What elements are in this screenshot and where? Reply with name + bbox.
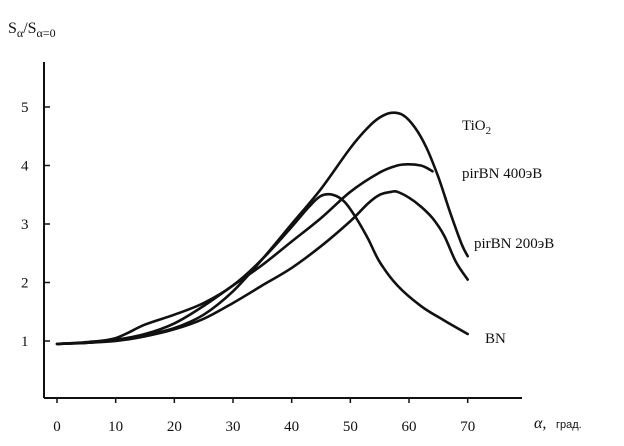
x-label-symbol: α, (534, 415, 546, 432)
y-axis-label: Sα/Sα=0 (8, 20, 56, 40)
y-tick-label: 4 (21, 159, 29, 175)
curve-labels: TiO2 pirBN 400эВ pirBN 200эВ BN (462, 118, 554, 347)
x-tick-label: 70 (460, 419, 475, 435)
x-axis-label: α, град. (534, 415, 582, 432)
x-tick-label: 10 (108, 419, 123, 435)
series-line-pirbn-400 (55, 162, 434, 346)
series-line-tio2 (55, 111, 469, 346)
label-tio2: TiO2 (462, 118, 491, 137)
x-axis-ticks: 0 10 20 30 40 50 60 70 (53, 398, 475, 435)
series-line-bn (55, 192, 469, 346)
plot-area: 1 2 3 4 5 0 10 20 30 40 50 60 70 (21, 62, 522, 435)
x-tick-label: 60 (402, 419, 417, 435)
x-tick-label: 20 (167, 419, 182, 435)
y-tick-label: 3 (21, 217, 29, 233)
y-tick-label: 2 (21, 276, 29, 292)
label-pirbn-200: pirBN 200эВ (474, 236, 554, 252)
x-tick-label: 40 (284, 419, 299, 435)
label-pirbn-400: pirBN 400эВ (462, 166, 542, 182)
y-label-sub2: α=0 (37, 26, 56, 40)
y-tick-label: 1 (21, 334, 29, 350)
series-line-pirbn-200 (55, 189, 469, 346)
y-tick-label: 5 (21, 100, 29, 116)
x-label-unit: град. (556, 419, 582, 431)
label-bn: BN (485, 331, 506, 347)
y-label-slash: /S (23, 20, 36, 37)
y-label-main: S (8, 20, 17, 37)
x-tick-label: 50 (343, 419, 358, 435)
y-axis-ticks: 1 2 3 4 5 (21, 100, 50, 350)
x-tick-label: 0 (53, 419, 61, 435)
svg-text:Sα/Sα=0: Sα/Sα=0 (8, 20, 56, 40)
data-curves (55, 111, 469, 346)
x-tick-label: 30 (226, 419, 241, 435)
y-label-sub1: α (17, 26, 24, 40)
